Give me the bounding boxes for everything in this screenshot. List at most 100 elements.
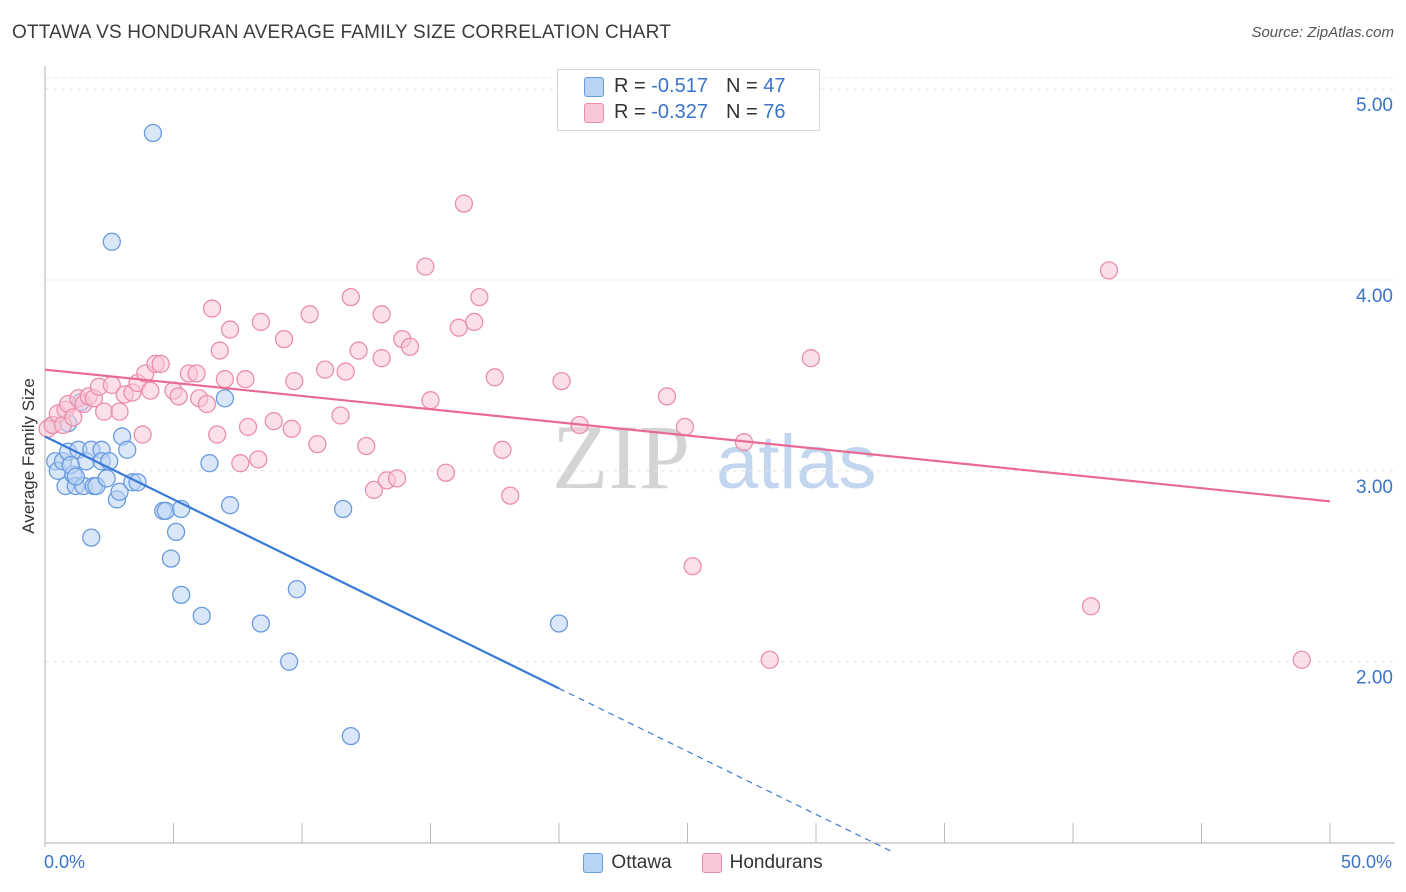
ottawa-point: [200, 454, 219, 473]
hondurans-point: [357, 436, 376, 456]
hondurans-point: [454, 194, 474, 213]
ottawa-point: [82, 528, 101, 547]
hondurans-point: [251, 312, 271, 332]
trend-lines: [44, 368, 1331, 853]
hondurans-point: [493, 440, 512, 459]
ottawa-trend-extension: [558, 687, 894, 853]
hondurans-point: [465, 312, 484, 332]
hondurans-point: [341, 287, 360, 307]
hondurans-point: [282, 419, 301, 438]
hondurans-trend-line: [44, 368, 1331, 503]
hondurans-point: [387, 469, 407, 488]
hondurans-point: [1081, 597, 1101, 616]
gridlines: [45, 77, 1395, 663]
legend-row-hondurans: R = -0.327 N = 76: [558, 101, 785, 124]
axes: [44, 66, 1395, 847]
hondurans-point: [236, 370, 255, 389]
hondurans-point: [220, 320, 240, 339]
hondurans-point: [421, 391, 440, 410]
ottawa-point: [156, 501, 175, 521]
hondurans-point: [657, 387, 677, 406]
hondurans-r-value: -0.327: [651, 101, 708, 123]
hondurans-point: [308, 434, 327, 454]
hondurans-point: [187, 364, 206, 383]
series-hondurans-points: [38, 194, 1311, 669]
hondurans-point: [552, 371, 571, 391]
hondurans-point: [141, 381, 160, 400]
ottawa-point: [97, 469, 116, 488]
ottawa-point: [166, 522, 186, 542]
r-label: R =: [614, 101, 646, 123]
ottawa-legend-swatch: [583, 853, 604, 873]
x-axis-max-label: 50.0%: [1340, 852, 1392, 872]
watermark-atlas: atlas: [716, 420, 877, 505]
ottawa-point: [110, 482, 129, 501]
ottawa-n-value: 47: [763, 75, 786, 97]
hondurans-point: [485, 368, 504, 387]
ottawa-point: [143, 123, 163, 143]
ottawa-point: [251, 614, 271, 633]
hondurans-legend-swatch: [701, 853, 722, 873]
hondurans-point: [169, 387, 188, 406]
data-points: [38, 123, 1311, 746]
hondurans-point: [760, 650, 779, 669]
hondurans-swatch: [584, 102, 604, 123]
hondurans-point: [501, 486, 520, 505]
ottawa-point: [341, 726, 360, 746]
hondurans-point: [331, 406, 350, 425]
hondurans-point: [801, 349, 821, 368]
ottawa-point: [549, 614, 569, 633]
series-legend: Ottawa Hondurans: [0, 852, 1406, 874]
hondurans-point: [285, 371, 304, 391]
hondurans-point: [1292, 650, 1311, 669]
legend-row-ottawa: R = -0.517 N = 47: [558, 75, 785, 98]
hondurans-point: [197, 394, 217, 414]
ottawa-trend-line: [44, 435, 560, 690]
hondurans-point: [683, 557, 702, 576]
n-label: N =: [725, 101, 758, 123]
hondurans-point: [416, 257, 435, 276]
hondurans-point: [449, 318, 468, 337]
hondurans-point: [1099, 261, 1119, 280]
ottawa-point: [287, 580, 307, 599]
chart-title: OTTAWA VS HONDURAN AVERAGE FAMILY SIZE C…: [12, 22, 672, 43]
hondurans-point: [94, 402, 114, 421]
y-tick-labels: 2.00 3.00 4.00 5.00: [1356, 95, 1393, 689]
hondurans-point: [231, 454, 250, 473]
hondurans-point: [315, 360, 335, 379]
hondurans-point: [64, 408, 83, 427]
hondurans-point: [349, 341, 368, 360]
ottawa-point: [66, 467, 85, 486]
legend-item-hondurans[interactable]: Hondurans: [701, 852, 823, 874]
y-tick-label: 3.00: [1356, 477, 1393, 498]
hondurans-point: [215, 370, 235, 389]
ottawa-point: [192, 606, 211, 626]
hondurans-n-value: 76: [763, 101, 786, 123]
hondurans-point: [264, 412, 283, 431]
correlation-legend: R = -0.517 N = 47 R = -0.327 N = 76: [557, 69, 820, 131]
ottawa-point: [220, 496, 240, 515]
hondurans-point: [133, 425, 152, 444]
hondurans-point: [249, 450, 268, 469]
hondurans-point: [436, 463, 456, 482]
hondurans-point: [274, 329, 294, 349]
ottawa-r-value: -0.517: [651, 75, 708, 97]
hondurans-point: [470, 287, 489, 307]
r-label: R =: [614, 75, 646, 97]
n-label: N =: [725, 75, 758, 97]
hondurans-point: [400, 337, 420, 356]
hondurans-point: [336, 362, 355, 381]
y-tick-label: 5.00: [1356, 95, 1393, 116]
legend-item-ottawa[interactable]: Ottawa: [583, 852, 672, 874]
hondurans-legend-label: Hondurans: [729, 852, 823, 873]
hondurans-point: [364, 480, 384, 500]
ottawa-point: [118, 440, 137, 459]
ottawa-point: [102, 232, 121, 251]
hondurans-point: [210, 341, 229, 360]
hondurans-point: [110, 402, 129, 421]
x-axis-min-label: 0.0%: [44, 852, 86, 872]
ottawa-point: [279, 652, 299, 671]
y-tick-label: 4.00: [1356, 286, 1393, 307]
hondurans-point: [238, 417, 258, 437]
